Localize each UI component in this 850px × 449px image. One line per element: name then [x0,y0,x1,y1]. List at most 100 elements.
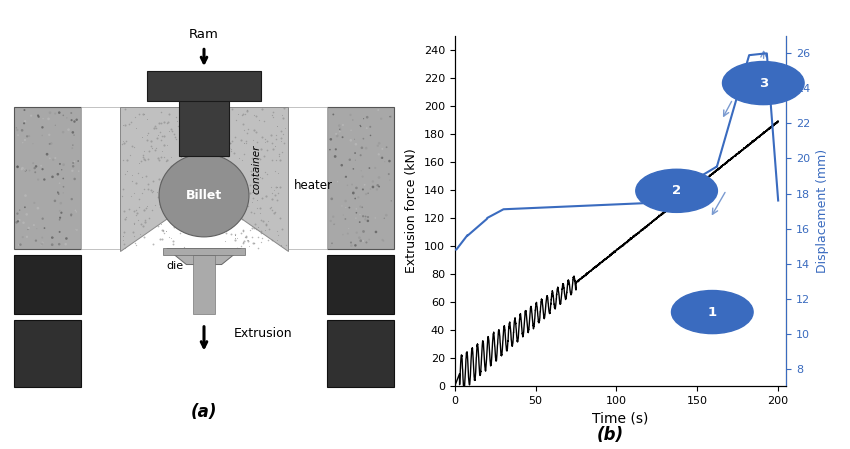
Text: container: container [252,145,262,194]
Point [44,140,58,147]
Point [376,154,389,161]
Point [66,159,80,167]
Point [116,241,130,248]
Point [18,204,31,211]
Point [250,197,264,204]
Text: 1: 1 [708,306,717,318]
Point [345,181,359,188]
Point [270,237,284,244]
Point [19,192,32,199]
Point [264,184,277,191]
Point [360,239,373,246]
Point [10,126,24,133]
Point [267,210,280,217]
Point [344,242,358,249]
Point [326,213,340,220]
Point [34,162,48,169]
Point [171,122,184,129]
Point [168,244,182,251]
Point [255,133,269,141]
Point [273,184,286,191]
Point [128,207,141,214]
Point [263,225,276,233]
Point [364,185,377,193]
Point [152,119,166,127]
Point [260,137,274,144]
Point [68,118,82,125]
Point [28,164,42,172]
Polygon shape [167,249,241,264]
Point [36,239,49,247]
Point [54,214,67,221]
Point [221,123,235,130]
Text: heater: heater [294,179,333,192]
Point [219,192,233,199]
Point [258,168,272,176]
Point [158,176,172,184]
Point [269,183,283,190]
Point [229,231,242,238]
Point [264,206,278,213]
Text: Billet: Billet [186,189,222,202]
Point [230,170,243,177]
Point [27,199,41,207]
Point [154,178,167,185]
Point [227,191,241,198]
Point [235,230,248,237]
Point [135,133,149,140]
Point [31,176,45,183]
Point [138,155,151,163]
Point [48,154,62,162]
Point [376,237,389,244]
FancyBboxPatch shape [14,106,81,249]
Point [128,233,141,240]
Point [118,215,132,222]
Point [147,125,161,132]
Point [218,123,232,130]
Point [128,114,142,121]
Point [56,175,70,182]
FancyBboxPatch shape [327,255,394,314]
Point [155,109,168,116]
Point [259,220,273,228]
Point [364,132,377,139]
Point [354,211,367,218]
Point [17,219,31,226]
Point [37,224,51,232]
Point [360,190,373,198]
Point [53,180,66,187]
Point [250,154,264,161]
Point [136,153,150,160]
Point [173,125,187,132]
Point [253,204,267,211]
Point [236,121,250,128]
Point [177,155,190,163]
Point [235,207,249,215]
Point [268,186,281,194]
Point [175,192,189,199]
Point [126,171,139,178]
Point [269,192,282,199]
Point [341,182,354,189]
Point [239,233,252,241]
Point [372,174,386,181]
Point [245,154,258,162]
Point [157,230,171,237]
Point [265,195,279,202]
Polygon shape [222,106,288,251]
Point [273,156,286,163]
Point [20,211,33,218]
Point [129,206,143,213]
Point [116,185,129,193]
Point [277,139,291,146]
Point [173,122,187,129]
Point [139,219,152,226]
Point [178,203,191,211]
Point [328,153,342,160]
Point [276,130,290,137]
Point [13,207,26,214]
Point [164,153,178,160]
Point [382,171,395,178]
Point [160,227,173,234]
Point [348,150,362,157]
